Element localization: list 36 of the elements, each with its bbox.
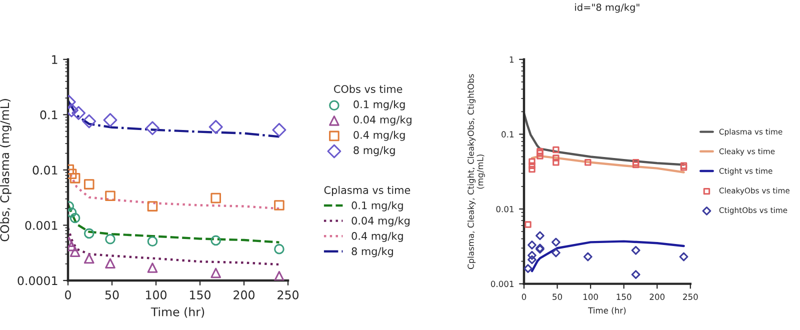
y-tick-label: 0.1 (40, 110, 58, 120)
y-tick-label: 0.001 (490, 280, 514, 288)
legend-label: 0.4 mg/kg (354, 130, 405, 141)
y-tick-label: 1 (52, 55, 58, 64)
y-tick-label: 0.001 (25, 220, 58, 230)
legend-label: 8 mg/kg (354, 146, 395, 156)
x-tick-label: 100 (584, 294, 598, 300)
text: Cplasma vs time (324, 186, 410, 196)
x-tick-label: 200 (234, 290, 254, 300)
x-axis-title: Time (hr) (150, 307, 204, 318)
x-tick-label: 0 (65, 290, 71, 300)
x-tick-label: 150 (616, 294, 632, 300)
legend-label: 0.04 mg/kg (352, 216, 410, 227)
x-tick-label: 250 (683, 294, 698, 300)
y-tick-label: 1 (510, 56, 514, 63)
x-tick-label: 0 (522, 294, 526, 300)
y-axis-title: Cplasma, Cleaky, Ctight, CleakyObs, CtightObs (mg/mL) (467, 74, 485, 270)
y-tick-label: 0.0001 (18, 276, 58, 286)
y-tick-label: 0.1 (502, 131, 514, 138)
legend-title: CObs vs time (334, 84, 402, 93)
x-tick-label: 150 (190, 290, 210, 300)
x-tick-label: 50 (105, 290, 119, 300)
y-tick-label: 0.01 (32, 166, 58, 175)
legend-label: 0.1 mg/kg (352, 201, 403, 212)
x-tick-label: 100 (146, 290, 166, 300)
x-tick-label: 250 (278, 290, 298, 300)
x-tick-label: 200 (650, 294, 665, 300)
chart-title: id="8 mg/kg" (575, 3, 640, 13)
y-tick-label: 0.01 (496, 206, 514, 212)
x-axis-title: Time (hr) (588, 307, 626, 315)
legend-label: 8 mg/kg (352, 247, 393, 258)
legend-label: 0.04 mg/kg (354, 115, 412, 126)
x-tick-label: 50 (552, 294, 562, 300)
y-axis-title: CObs, Cplasma (mg/mL) (0, 99, 12, 242)
legend-label: 0.1 mg/kg (354, 100, 405, 110)
legend-label: 0.4 mg/kg (352, 232, 403, 242)
